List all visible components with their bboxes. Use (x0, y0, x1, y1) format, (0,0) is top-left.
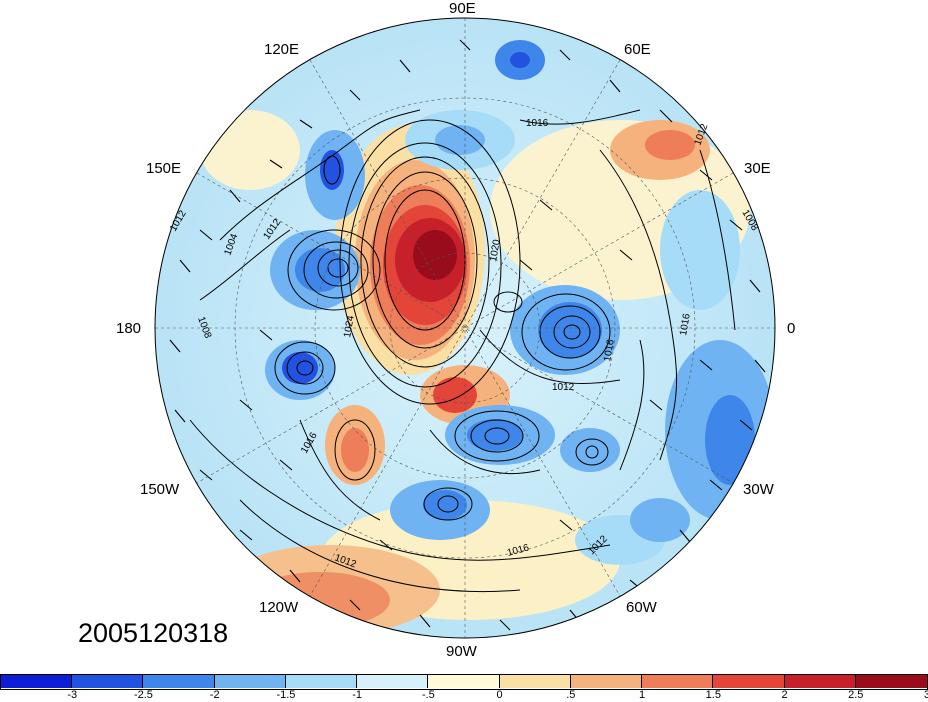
colorbar-tick-label: 0 (496, 689, 503, 701)
lon-label-60w: 60W (626, 599, 657, 616)
timestamp-label: 2005120318 (78, 618, 229, 648)
colorbar-tick-label: 2 (781, 689, 788, 701)
contour-label: 1020 (488, 238, 503, 262)
colorbar-frame (0, 674, 928, 690)
contour-label: 1016 (602, 338, 617, 362)
colorbar-swatch (357, 674, 429, 688)
colorbar-tick-label: 2.5 (848, 689, 864, 701)
colorbar-tick-label: -1.5 (276, 689, 296, 701)
colorbar-swatch (570, 674, 643, 688)
colorbar-tick-label: 1.5 (705, 689, 721, 701)
colorbar-swatch (72, 674, 144, 688)
wind-barbs (169, 39, 766, 631)
lon-label-30w: 30W (743, 481, 774, 498)
lon-label-150e: 150E (146, 160, 182, 177)
colorbar-swatch (642, 674, 714, 688)
colorbar-swatch (784, 674, 856, 688)
colorbar-tick-label: -.5 (421, 689, 435, 701)
contour-label: 1024 (342, 314, 357, 338)
colorbar-swatch (285, 674, 358, 688)
colorbar-tick-label: 1 (639, 689, 646, 701)
colorbar-swatch (499, 674, 571, 688)
lon-label-150w: 150W (140, 481, 180, 498)
colorbar-swatch (713, 674, 785, 688)
map-boundary (154, 17, 776, 639)
colorbar-tick-label: 3 (923, 689, 928, 701)
lon-label-90w: 90W (446, 643, 477, 660)
colorbar-swatch (214, 674, 286, 688)
colorbar-tick-label: -2 (209, 689, 220, 701)
colorbar-swatch (143, 674, 215, 688)
lon-label-90e: 90E (449, 0, 476, 17)
lon-label-0: 0 (787, 320, 796, 337)
lon-label-120e: 120E (264, 41, 300, 58)
lon-label-180: 180 (116, 320, 142, 337)
colorbar-tick-label: .5 (566, 689, 576, 701)
contour-label: 1016 (526, 118, 549, 129)
colorbar-tick-label: -2.5 (133, 689, 153, 701)
colorbar-swatch (428, 674, 500, 688)
graticule (155, 18, 775, 638)
colorbar-tick-label: -3 (67, 689, 78, 701)
lon-label-30e: 30E (744, 160, 771, 177)
colorbar-swatch (1, 674, 73, 688)
lon-label-120w: 120W (259, 599, 299, 616)
contour-label: 1012 (552, 382, 575, 393)
sea-level-pressure-contours (189, 109, 736, 593)
colorbar: -3 -2.5 -2 -1.5 -1 -.5 0 .5 1 1.5 2 2.5 3 (0, 674, 928, 702)
colorbar-swatch (855, 674, 927, 688)
lon-label-60e: 60E (624, 41, 651, 58)
colorbar-tick-label: -1 (352, 689, 363, 701)
contour-label: 1016 (678, 312, 693, 336)
temperature-anomaly-shading (200, 40, 775, 635)
